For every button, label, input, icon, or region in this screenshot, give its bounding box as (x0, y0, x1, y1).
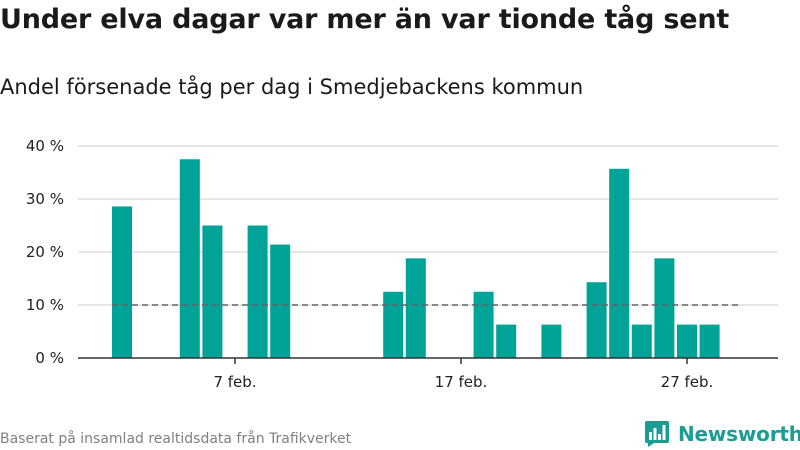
x-tick-label: 27 feb. (661, 373, 714, 391)
y-axis-ticks: 0 % 10 % 20 % 30 % 40 % (26, 137, 64, 367)
y-tick-label: 30 % (26, 190, 64, 208)
x-tick-label: 7 feb. (213, 373, 256, 391)
bar (473, 291, 494, 358)
x-tick-label: 17 feb. (435, 373, 488, 391)
bar (496, 324, 517, 358)
bar (677, 324, 697, 358)
bar (586, 282, 607, 358)
y-tick-label: 10 % (26, 296, 64, 314)
bar (609, 168, 630, 358)
y-tick-label: 40 % (26, 137, 64, 155)
newsworthy-logo-icon (645, 421, 669, 447)
chart-title: Under elva dagar var mer än var tionde t… (0, 4, 730, 35)
brand-name: Newsworthy (678, 422, 800, 446)
bar (202, 225, 223, 358)
source-note: Baserat på insamlad realtidsdata från Tr… (0, 431, 352, 447)
bar (270, 244, 291, 358)
bar (405, 258, 426, 358)
bar (699, 324, 720, 358)
bar (179, 159, 200, 358)
bar-chart: 0 % 10 % 20 % 30 % 40 % 7 feb. 17 feb. 27 feb. (26, 137, 778, 391)
bar (383, 291, 404, 358)
bars (112, 159, 720, 358)
bar (541, 324, 562, 358)
y-tick-label: 20 % (26, 243, 64, 261)
bar (247, 225, 268, 358)
bar (112, 206, 132, 358)
y-tick-label: 0 % (35, 349, 64, 367)
x-axis-ticks: 7 feb. 17 feb. 27 feb. (213, 358, 713, 391)
bar (654, 258, 675, 358)
chart-subtitle: Andel försenade tåg per dag i Smedjeback… (0, 75, 584, 99)
brand-logo: Newsworthy (644, 419, 800, 449)
bar (631, 324, 652, 358)
